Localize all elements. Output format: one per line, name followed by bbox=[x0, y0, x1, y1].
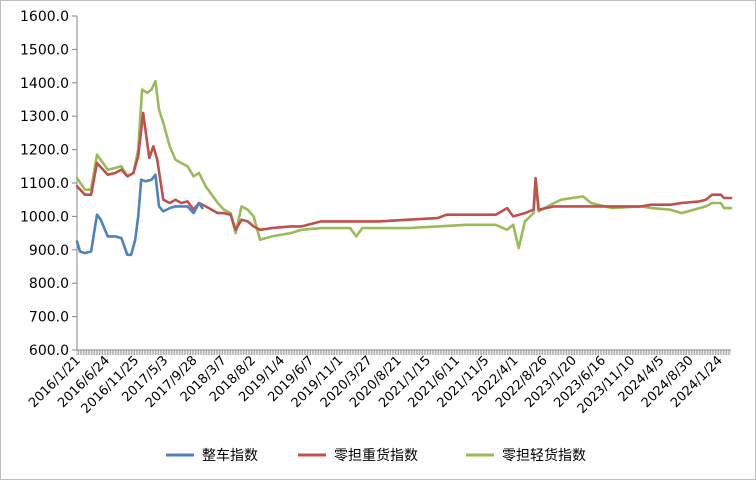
legend: 整车指数 零担重货指数 零担轻货指数 bbox=[166, 447, 586, 464]
series-line-整车指数 bbox=[75, 173, 204, 257]
legend-label: 整车指数 bbox=[202, 447, 258, 464]
y-tick-label: 1300.0 bbox=[20, 109, 69, 125]
y-tick-label: 1200.0 bbox=[20, 143, 69, 159]
x-axis: 2016/1/212016/6/242016/11/252017/5/32017… bbox=[26, 349, 731, 417]
y-tick-label: 1100.0 bbox=[20, 176, 69, 192]
series-lines bbox=[75, 79, 733, 257]
y-tick-label: 1000.0 bbox=[20, 209, 69, 225]
y-tick-label: 600.0 bbox=[29, 343, 69, 359]
y-axis: 600.0 700.0 800.0 900.0 1000.0 1100.0 1200.0 13… bbox=[20, 9, 78, 359]
legend-label: 零担轻货指数 bbox=[502, 447, 586, 464]
legend-label: 零担重货指数 bbox=[334, 447, 418, 464]
series-line-零担轻货指数 bbox=[75, 79, 733, 250]
y-tick-label: 1500.0 bbox=[20, 42, 69, 58]
y-tick-label: 800.0 bbox=[29, 276, 69, 292]
y-tick-label: 1400.0 bbox=[20, 76, 69, 92]
y-tick-label: 1600.0 bbox=[20, 9, 69, 25]
y-tick-label: 700.0 bbox=[29, 310, 69, 326]
y-tick-label: 900.0 bbox=[29, 243, 69, 259]
series-line-零担重货指数 bbox=[75, 111, 733, 232]
